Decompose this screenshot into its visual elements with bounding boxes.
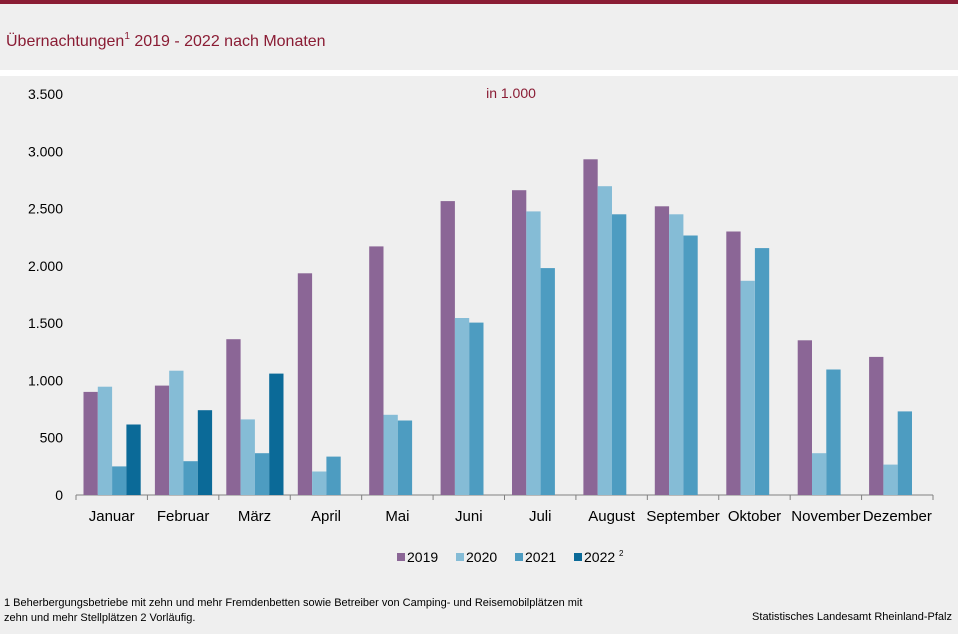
bar-2019-august [583, 159, 598, 496]
bar-2020-juni [454, 318, 470, 495]
bar-2019-juni [440, 201, 455, 495]
bar-2022-januar [126, 424, 141, 495]
bar-2019-september [654, 206, 670, 496]
bar-2021-september [683, 235, 698, 495]
top-accent-rule [0, 0, 958, 4]
footnote: 1 Beherbergungsbetriebe mit zehn und meh… [4, 597, 583, 624]
x-tick-label: August [588, 508, 636, 525]
bar-2021-juli [540, 268, 555, 495]
bar-2022-märz [269, 373, 284, 495]
y-tick-label: 3.000 [28, 143, 63, 159]
bar-2021-oktober [754, 248, 770, 495]
bar-2019-märz [226, 339, 241, 495]
x-tick-label: Juli [529, 508, 552, 525]
bar-2020-märz [240, 419, 255, 495]
x-tick-label: September [646, 508, 719, 525]
legend-swatch-2019 [397, 553, 405, 561]
x-tick-label: März [238, 508, 271, 525]
bar-2021-november [826, 369, 841, 495]
bar-chart: in 1.000 0 500 1.000 1.500 2.000 2.500 3.000 3.5… [28, 85, 934, 565]
x-tick-label: April [311, 508, 341, 525]
legend-label-2021: 2021 [525, 549, 556, 565]
unit-label: in 1.000 [486, 85, 536, 101]
bar-2020-mai [383, 414, 398, 495]
legend-label-2022: 2022 [584, 549, 615, 565]
y-tick-label: 3.500 [28, 86, 63, 102]
y-tick-label: 1.500 [28, 315, 63, 331]
legend-swatch-2022 [574, 553, 582, 561]
bar-2021-august [612, 214, 627, 496]
bar-2019-januar [83, 391, 98, 495]
bar-2019-dezember [869, 356, 884, 495]
bar-2021-april [326, 456, 341, 495]
x-tick-label: Februar [157, 508, 210, 525]
x-tick-label: Dezember [863, 508, 932, 525]
bar-2019-november [797, 340, 812, 495]
legend-swatch-2020 [456, 553, 464, 561]
bar-2019-juli [512, 190, 527, 495]
y-tick-label: 2.000 [28, 258, 63, 274]
bar-2020-dezember [883, 464, 898, 495]
bar-2021-juni [469, 322, 484, 495]
bar-2020-september [669, 214, 684, 496]
y-tick-label: 0 [55, 487, 63, 503]
chart-title: Übernachtungen1 2019 - 2022 nach Monaten [6, 31, 326, 50]
bar-2019-februar [154, 385, 170, 495]
title-bar: Übernachtungen1 2019 - 2022 nach Monaten [0, 4, 958, 70]
x-tick-label: November [791, 508, 860, 525]
bar-2020-april [312, 471, 327, 495]
bar-2020-februar [169, 370, 184, 495]
bar-2020-august [597, 186, 612, 495]
source-label: Statistisches Landesamt Rheinland-Pfalz [752, 611, 952, 623]
y-tick-label: 500 [40, 430, 64, 446]
legend-sup: 2 [619, 549, 624, 558]
bar-2019-mai [369, 246, 384, 495]
bar-2021-februar [183, 461, 198, 495]
legend-swatch-2021 [515, 553, 523, 561]
legend-label-2020: 2020 [466, 549, 497, 565]
legend-label-2019: 2019 [407, 549, 438, 565]
x-tick-label: Januar [89, 508, 135, 525]
bar-2020-januar [97, 386, 113, 495]
x-tick-label: Mai [385, 508, 409, 525]
bar-2022-februar [197, 410, 213, 495]
bar-2021-mai [397, 420, 413, 495]
y-tick-label: 2.500 [28, 201, 63, 217]
bar-2019-april [297, 273, 313, 495]
chart-area: in 1.000 0 500 1.000 1.500 2.000 2.500 3.000 3.5… [0, 76, 958, 629]
bar-2020-november [812, 453, 827, 495]
divider [0, 70, 958, 76]
bar-2019-oktober [726, 231, 741, 495]
y-tick-label: 1.000 [28, 372, 63, 388]
x-tick-label: Juni [455, 508, 483, 525]
bar-2021-dezember [897, 411, 912, 495]
bar-2021-märz [254, 453, 270, 495]
x-tick-label: Oktober [728, 508, 781, 525]
bar-2021-januar [112, 466, 127, 495]
bar-2020-oktober [740, 280, 755, 495]
bar-2020-juli [526, 211, 541, 495]
